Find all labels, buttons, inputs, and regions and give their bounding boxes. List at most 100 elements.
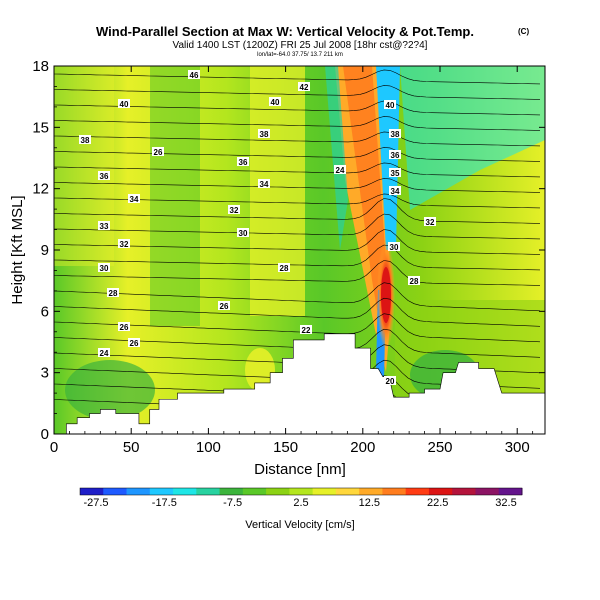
contour-label-text: 24	[336, 166, 345, 175]
contour-label-box	[152, 147, 164, 156]
contour-label-text: 33	[100, 222, 109, 231]
contour-label: 24	[334, 165, 346, 175]
y-tick-label: 0	[41, 426, 49, 443]
contour-label: 26	[218, 301, 230, 311]
contour-label: 36	[237, 157, 249, 167]
contour-label-text: 26	[130, 339, 139, 348]
x-tick-label: 300	[505, 439, 530, 456]
field-updraft-orange	[343, 66, 388, 350]
contour-label-box	[389, 186, 401, 195]
contour-label: 26	[118, 322, 130, 332]
x-axis-title: Distance [nm]	[254, 461, 346, 478]
contour-label: 24	[98, 348, 110, 358]
contour-label-text: 32	[426, 218, 435, 227]
colorbar-tick-label: -7.5	[223, 497, 242, 509]
contour-label-box	[237, 157, 249, 166]
theta-contour-line	[54, 116, 541, 131]
contour-label-box	[384, 100, 396, 109]
contour-label-text: 38	[391, 130, 400, 139]
y-tick-label: 12	[32, 181, 49, 198]
y-tick-label: 9	[41, 242, 49, 259]
contour-label: 30	[388, 242, 400, 252]
contour-label-box	[258, 179, 270, 188]
field-core-red	[381, 267, 391, 323]
colorbar	[79, 487, 523, 496]
contour-label-text: 36	[391, 151, 400, 160]
x-tick-label: 250	[427, 439, 452, 456]
contour-label-box	[107, 288, 119, 297]
contour-label: 38	[389, 129, 401, 139]
contour-label-box	[269, 97, 281, 106]
theta-contour-line	[54, 244, 541, 271]
theta-contour-line	[54, 69, 541, 85]
contour-label-text: 34	[130, 195, 139, 204]
contour-label: 34	[389, 186, 401, 196]
title-mark: (C)	[518, 27, 529, 36]
contour-label-text: 42	[300, 83, 309, 92]
contour-label-box	[128, 194, 140, 203]
colorbar-tick-label: -17.5	[152, 497, 177, 509]
contour-label-box	[389, 129, 401, 138]
y-tick-label: 3	[41, 365, 49, 382]
contour-label-box	[118, 322, 130, 331]
contour-label-box	[389, 168, 401, 177]
contour-label: 38	[79, 135, 91, 145]
colorbar-swatch	[196, 488, 221, 495]
contour-label: 26	[128, 338, 140, 348]
field-cyan-east	[400, 66, 545, 210]
contour-label: 35	[389, 168, 401, 178]
contour-label-box	[98, 263, 110, 272]
contour-label: 40	[384, 100, 396, 110]
contour-label: 30	[98, 263, 110, 273]
field-band-yellow-250	[250, 66, 305, 316]
contour-label-text: 28	[109, 289, 118, 298]
contour-label-text: 40	[120, 100, 129, 109]
contour-label: 32	[118, 239, 130, 249]
x-tick-label: 150	[273, 439, 298, 456]
y-axis-title: Height [Kft MSL]	[9, 195, 26, 304]
contour-label-box	[258, 129, 270, 138]
theta-contour-line	[54, 131, 541, 147]
theta-contour-line	[54, 85, 541, 100]
theta-contour-line	[54, 282, 541, 312]
x-axis: 0 50 100 150 200 250 300	[50, 66, 534, 456]
theta-contour-line	[54, 229, 541, 255]
contour-label-box	[218, 301, 230, 310]
contour-label: 36	[389, 150, 401, 160]
contour-label-text: 38	[260, 130, 269, 139]
contour-label-text: 20	[386, 377, 395, 386]
y-tick-label: 15	[32, 119, 49, 136]
colorbar-swatch	[289, 488, 314, 495]
contour-label-text: 32	[230, 206, 239, 215]
theta-contour-line	[54, 213, 541, 240]
colorbar-tick-label: 12.5	[359, 497, 380, 509]
colorbar-tick-label: 22.5	[427, 497, 448, 509]
contour-label-text: 30	[100, 264, 109, 273]
contour-label-text: 26	[154, 148, 163, 157]
colorbar-swatch	[335, 488, 360, 495]
contour-label-box	[237, 228, 249, 237]
contour-label: 34	[258, 179, 270, 189]
colorbar-tick-label: 32.5	[495, 497, 516, 509]
contour-label-text: 32	[120, 240, 129, 249]
colorbar-tick-label: -27.5	[83, 497, 108, 509]
contour-label: 30	[237, 228, 249, 238]
contour-label-box	[408, 276, 420, 285]
x-tick-label: 0	[50, 439, 58, 456]
contour-label-box	[278, 263, 290, 272]
colorbar-swatch	[80, 488, 104, 495]
contour-label-text: 46	[190, 71, 199, 80]
contour-label-text: 28	[280, 264, 289, 273]
contour-label: 42	[298, 82, 310, 92]
colorbar-swatch	[266, 488, 290, 495]
contour-label-text: 26	[220, 302, 229, 311]
contour-label: 32	[424, 217, 436, 227]
contour-label-box	[424, 217, 436, 226]
colorbar-swatch	[312, 488, 337, 495]
chart-subtitle: Valid 1400 LST (1200Z) FRI 25 Jul 2008 […	[173, 40, 428, 51]
contour-label: 36	[98, 171, 110, 181]
contour-label: 38	[258, 129, 270, 139]
